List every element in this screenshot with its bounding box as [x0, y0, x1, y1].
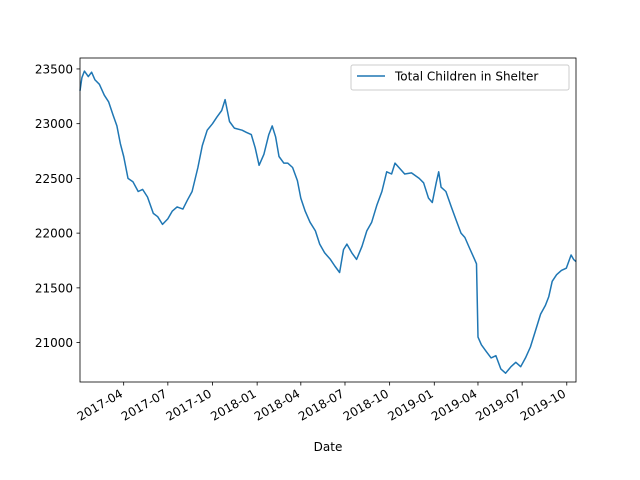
x-axis-ticks: 2017-042017-072017-102018-012018-042018-… — [75, 382, 568, 424]
series-line — [79, 70, 577, 374]
y-tick-label: 21500 — [35, 281, 73, 295]
x-tick-label: 2019-07 — [473, 386, 523, 423]
x-tick-label: 2018-07 — [296, 386, 346, 423]
x-tick-label: 2019-01 — [385, 386, 435, 423]
x-tick-label: 2017-07 — [119, 386, 169, 423]
x-tick-label: 2018-01 — [208, 386, 258, 423]
legend-entry-label: Total Children in Shelter — [394, 70, 538, 84]
x-tick-label: 2017-04 — [75, 386, 125, 423]
x-tick-label: 2018-04 — [252, 386, 302, 423]
legend: Total Children in Shelter — [350, 64, 570, 91]
y-tick-label: 21000 — [35, 336, 73, 350]
y-tick-label: 22500 — [35, 172, 73, 186]
y-tick-label: 23000 — [35, 117, 73, 131]
series-group — [79, 70, 577, 374]
x-tick-label: 2018-10 — [341, 386, 391, 423]
y-axis-ticks: 21000 21500 22000 22500 23000 23500 — [35, 62, 80, 350]
y-tick-label: 22000 — [35, 227, 73, 241]
x-axis-label: Date — [314, 440, 343, 454]
x-tick-label: 2019-10 — [518, 386, 568, 423]
x-tick-label: 2017-10 — [164, 386, 214, 423]
x-tick-label: 2019-04 — [429, 386, 479, 423]
legend-box — [350, 64, 570, 91]
plot-frame — [79, 57, 577, 383]
y-tick-label: 23500 — [35, 62, 73, 76]
